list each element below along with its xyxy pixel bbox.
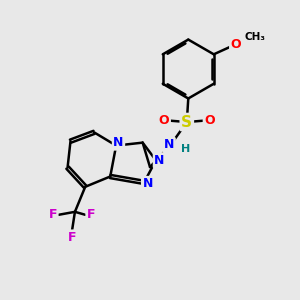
Text: O: O: [230, 38, 241, 50]
Text: H: H: [181, 144, 190, 154]
Text: N: N: [113, 136, 124, 149]
Text: F: F: [49, 208, 57, 221]
Text: F: F: [68, 231, 76, 244]
Text: N: N: [154, 154, 165, 167]
Text: O: O: [204, 114, 215, 127]
Text: S: S: [181, 115, 192, 130]
Text: N: N: [142, 177, 153, 190]
Text: F: F: [87, 208, 95, 221]
Text: N: N: [164, 139, 174, 152]
Text: O: O: [159, 114, 170, 127]
Text: CH₃: CH₃: [244, 32, 266, 42]
